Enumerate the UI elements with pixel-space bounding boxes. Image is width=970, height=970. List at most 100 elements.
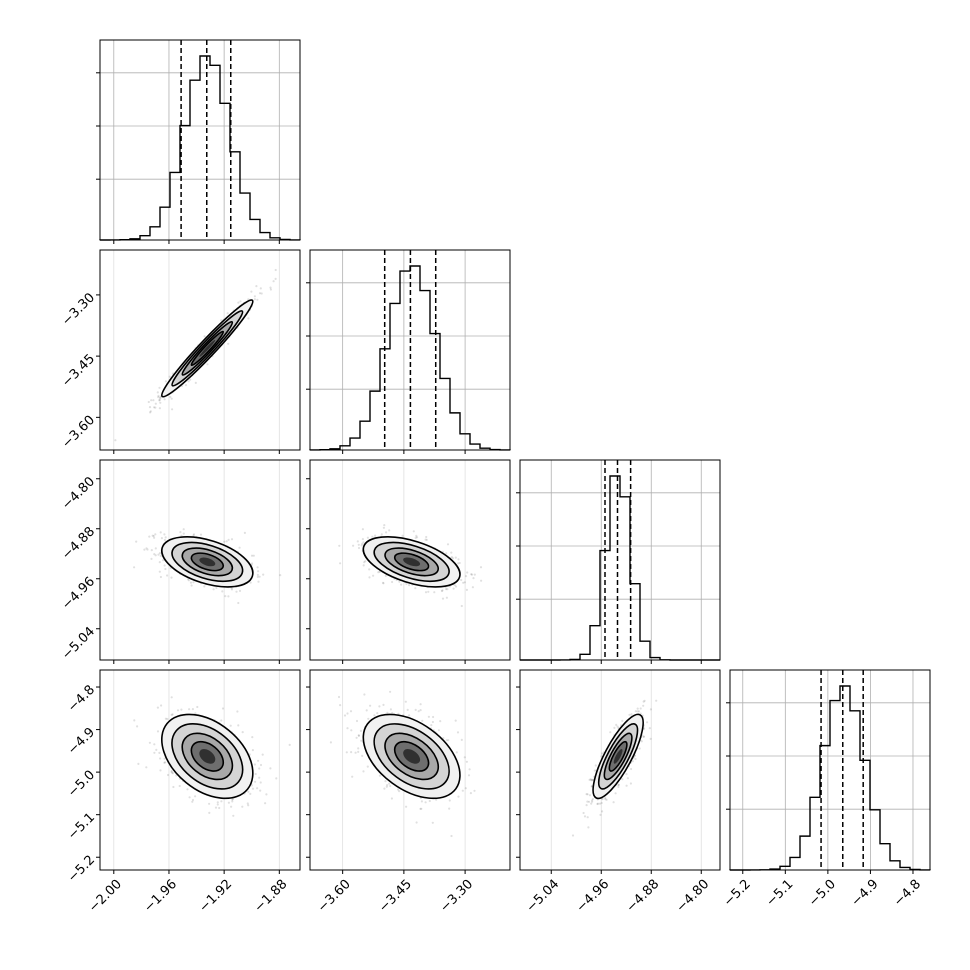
scatter-point [591, 799, 594, 802]
scatter-point [614, 792, 617, 795]
scatter-point [258, 767, 261, 770]
scatter-point [159, 401, 162, 404]
contour-line-1-0-2 [181, 320, 234, 376]
density-shade-3-1-4 [403, 749, 421, 764]
ytick-label-3-0: −5.2 [65, 853, 98, 886]
scatter-point [159, 769, 162, 772]
scatter-point [470, 573, 473, 576]
scatter-point [163, 538, 166, 542]
scatter-point [152, 399, 155, 402]
pair-panel-3-2 [519, 669, 721, 871]
scatter-point [158, 561, 161, 564]
scatter-point [421, 719, 424, 722]
scatter-point [439, 720, 442, 723]
scatter-point [163, 564, 166, 567]
scatter-point [191, 708, 194, 711]
scatter-point [163, 761, 166, 764]
scatter-point [642, 735, 645, 738]
scatter-point [617, 783, 620, 787]
scatter-point [169, 395, 172, 399]
scatter-point [649, 737, 652, 741]
scatter-point [226, 312, 229, 315]
scatter-point [605, 798, 608, 801]
scatter-point [339, 562, 342, 565]
scatter-point [351, 775, 354, 778]
scatter-point [158, 386, 161, 389]
scatter-point [216, 801, 219, 804]
scatter-point [257, 580, 260, 583]
scatter-point [154, 533, 157, 536]
scatter-point [247, 317, 250, 320]
scatter-point [391, 580, 394, 584]
scatter-point [357, 750, 360, 754]
scatter-point [587, 800, 591, 803]
xtick-label-1-0: −3.60 [315, 877, 354, 916]
scatter-point [385, 785, 388, 788]
scatter-point [338, 544, 341, 547]
scatter-point [464, 575, 468, 578]
scatter-point [339, 704, 342, 707]
scatter-point [460, 604, 463, 608]
scatter-point [249, 581, 252, 584]
scatter-point [637, 710, 641, 713]
scatter-point [264, 802, 267, 805]
xtick-label-0-1: −1.96 [141, 877, 180, 916]
scatter-point [454, 719, 457, 722]
scatter-point [355, 736, 358, 739]
xtick-label-3-2: −5.0 [806, 877, 839, 910]
scatter-point [239, 300, 242, 303]
scatter-point [589, 778, 592, 781]
scatter-point [265, 793, 268, 796]
scatter-point [151, 534, 154, 537]
scatter-point [616, 725, 619, 728]
scatter-point [160, 704, 163, 707]
scatter-point [152, 534, 155, 538]
scatter-point [147, 400, 150, 404]
ytick-label-2-3: −4.80 [59, 474, 98, 513]
scatter-point [408, 714, 411, 717]
contour-line-1-0-1 [171, 310, 244, 387]
panel-frame-3-3 [729, 669, 931, 871]
density-shade-3-0-4 [199, 749, 216, 764]
scatter-point [288, 743, 291, 747]
scatter-point [158, 399, 161, 402]
scatter-point [352, 544, 355, 547]
scatter-point [431, 720, 434, 724]
scatter-point [398, 580, 401, 583]
scatter-point [362, 564, 365, 567]
scatter-point [591, 800, 594, 803]
scatter-point [424, 591, 428, 594]
scatter-point [172, 785, 175, 789]
scatter-point [473, 573, 476, 576]
scatter-point [166, 717, 169, 721]
scatter-point [199, 533, 203, 536]
scatter-point [425, 535, 428, 539]
scatter-point [363, 693, 366, 696]
scatter-point [361, 528, 364, 531]
contour-line-2-0-0 [160, 536, 254, 588]
scatter-point [586, 816, 589, 819]
ytick-label-1-0: −3.60 [59, 413, 98, 452]
scatter-point [256, 787, 259, 790]
scatter-point [454, 585, 458, 588]
scatter-point [230, 805, 233, 808]
scatter-point [470, 573, 474, 576]
scatter-point [441, 589, 444, 592]
contour-line-1-0-0 [160, 299, 254, 398]
scatter-point [591, 797, 595, 801]
scatter-point [186, 788, 189, 791]
scatter-point [166, 773, 170, 777]
panel-frame-1-1 [309, 249, 511, 451]
scatter-point [194, 795, 197, 798]
scatter-point [433, 591, 436, 594]
scatter-point [366, 536, 369, 539]
hist-step-3 [730, 685, 931, 871]
scatter-point [258, 776, 261, 779]
contour-line-3-2-2 [603, 732, 633, 781]
scatter-point [269, 288, 272, 291]
scatter-point [373, 714, 376, 717]
scatter-point [451, 557, 455, 560]
ytick-label-2-0: −5.04 [59, 624, 98, 663]
scatter-point [159, 531, 162, 534]
